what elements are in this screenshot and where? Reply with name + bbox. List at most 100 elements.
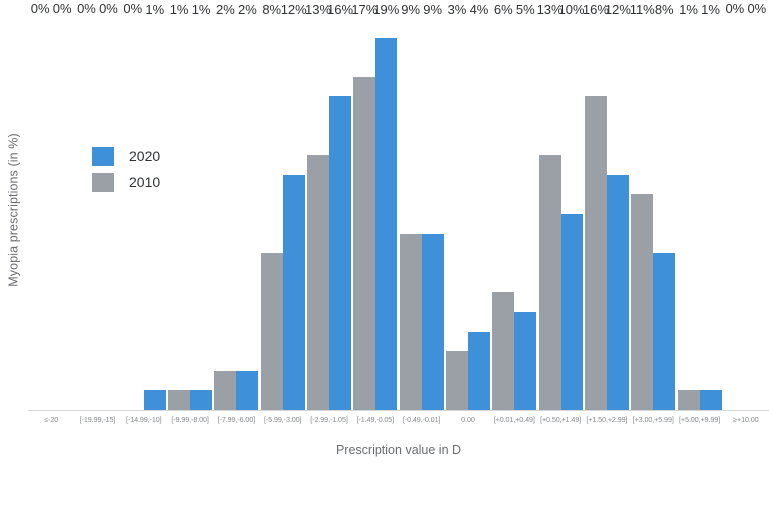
x-axis-tick-label: [-19.99,-15] [79,415,116,424]
bar-slot-2020: 2% [236,3,259,410]
bar-2010[interactable]: 17% [351,3,377,410]
category-group: 0% 0% [74,2,120,410]
legend: 2020 2010 [92,143,160,195]
legend-item-label: 2010 [129,174,161,190]
x-axis-tick-label: [-14.99,-10] [126,415,162,424]
bar-value-label: 2% [216,2,235,17]
category-group: 8% 12% [260,3,307,410]
bar-2020[interactable]: 2% [236,3,259,410]
bar-2010[interactable]: 16% [583,3,609,410]
category-group: 6% 5% [491,3,537,410]
bar-value-label: 0% [52,1,72,16]
bar-slot-2020: 0% [746,2,768,410]
y-axis-title-text: Myopia prescriptions (in %) [7,133,22,287]
bar-2010[interactable]: 9% [399,3,422,410]
bar-slot-2020: 12% [605,3,631,410]
category-group: 17% 19% [351,3,399,410]
x-axis-tick-label: [+3.00,+5.99] [632,415,674,424]
bar-slot-2010: 6% [492,3,515,410]
legend-item[interactable]: 2020 [92,143,160,169]
legend-item[interactable]: 2010 [92,169,160,195]
category-group: 3% 4% [445,3,491,410]
x-axis-tick-labels: ≤-20 [-19.99,-15] [-14.99,-10] [-9.99,-8.00… [28,415,769,424]
bar-2020[interactable]: 1% [699,3,722,410]
bar-slot-2010: 0% [75,2,97,410]
bar-2020[interactable]: 16% [327,3,353,410]
bar-slot-2020: 19% [373,3,399,410]
bar-slot-2010: 1% [168,3,191,410]
x-axis-line [28,410,769,411]
bar-value-label: 11% [629,2,655,17]
x-axis-tick-label: [-1.49,-0.05] [356,415,395,424]
bar-2020[interactable]: 9% [421,3,444,410]
plot-area: 0% 0% 0% 0% 0% 1% 1% 1% 2% 2% 8% 12% 13% 16% 17% 19% 9% 9… [28,2,769,411]
bar-2010[interactable]: 3% [445,3,468,410]
bar-2010[interactable]: 13% [537,3,563,410]
x-axis-tick-label: [-0.49,-0.01] [402,415,441,424]
bar-value-label: 10% [558,2,585,17]
bar-value-label: 2% [238,2,257,17]
bar-slot-2010: 16% [583,3,609,410]
category-group: 0% 1% [121,2,167,410]
bar-slot-2010: 11% [630,3,655,410]
bar-slot-2010: 9% [399,3,422,410]
bar-value-label: 0% [77,1,96,16]
legend-swatch-2020 [92,146,114,166]
bar-slot-2020: 1% [190,3,213,410]
bar-slot-2010: 2% [214,3,237,410]
bar-value-label: 0% [747,1,767,16]
bar-value-label: 12% [280,2,307,17]
bar-slot-2020: 0% [51,2,73,410]
bars-container: 0% 0% 0% 0% 0% 1% 1% 1% 2% 2% 8% 12% 13% 16% 17% 19% 9% 9… [28,2,769,410]
bar-2020[interactable]: 8% [653,3,676,410]
bar-2010[interactable]: 13% [305,3,331,410]
x-axis-tick-label: ≥+10.00 [733,415,759,424]
x-axis-tick-label: [-7.99,-6.00] [217,415,256,424]
category-group: 1% 1% [676,3,722,410]
x-axis-tick-label: [-5.99,-3.00] [263,415,302,424]
bar-slot-2010: 0% [122,2,144,410]
bar-slot-2020: 0% [97,2,119,410]
bar-slot-2020: 5% [514,3,537,410]
bar-2010[interactable]: 1% [168,3,191,410]
bar-2010[interactable]: 11% [630,3,655,410]
bar-value-label: 0% [123,1,143,16]
bar-value-label: 1% [191,2,211,17]
bar-value-label: 3% [447,2,467,17]
bar-2020[interactable]: 4% [467,3,490,410]
x-axis-tick-label: [-9.99,-8.00] [171,415,209,424]
bar-value-label: 16% [582,2,609,17]
category-group: 0% 0% [28,2,74,410]
bar-value-label: 8% [262,2,282,17]
category-group: 9% 9% [399,3,445,410]
bar-2020[interactable]: 1% [190,3,213,410]
bar-value-label: 19% [373,2,400,17]
bar-2020[interactable]: 5% [514,3,537,410]
category-group: 0% 0% [723,2,769,410]
bar-slot-2010: 17% [351,3,377,410]
bar-2010[interactable]: 1% [677,3,700,410]
bar-2010[interactable]: 6% [492,3,515,410]
x-axis-tick-label: [-2.99,-1.05] [310,415,348,424]
category-group: 13% 10% [537,3,585,410]
bar-2020[interactable]: 19% [373,3,399,410]
bar-2020[interactable]: 12% [281,3,307,410]
bar-value-label: 13% [536,2,563,17]
bar-value-label: 17% [351,2,378,17]
bar-2020[interactable]: 10% [559,3,585,410]
x-axis-tick-label: 0.00 [461,415,475,424]
bar-slot-2020: 12% [281,3,307,410]
bar-2020[interactable]: 12% [605,3,631,410]
bar-value-label: 1% [679,2,698,17]
y-axis-title: Myopia prescriptions (in %) [0,0,28,420]
x-axis-tick-label: [+0.01,+0.49] [493,415,535,424]
bar-2020[interactable]: 1% [143,3,166,410]
bar-slot-2020: 4% [467,3,490,410]
category-group: 1% 1% [167,3,213,410]
bar-2010[interactable]: 8% [260,3,283,410]
bar-slot-2010: 8% [260,3,283,410]
bar-2010[interactable]: 2% [214,3,237,410]
bar-value-label: 8% [654,2,674,17]
bar-value-label: 0% [30,1,50,16]
